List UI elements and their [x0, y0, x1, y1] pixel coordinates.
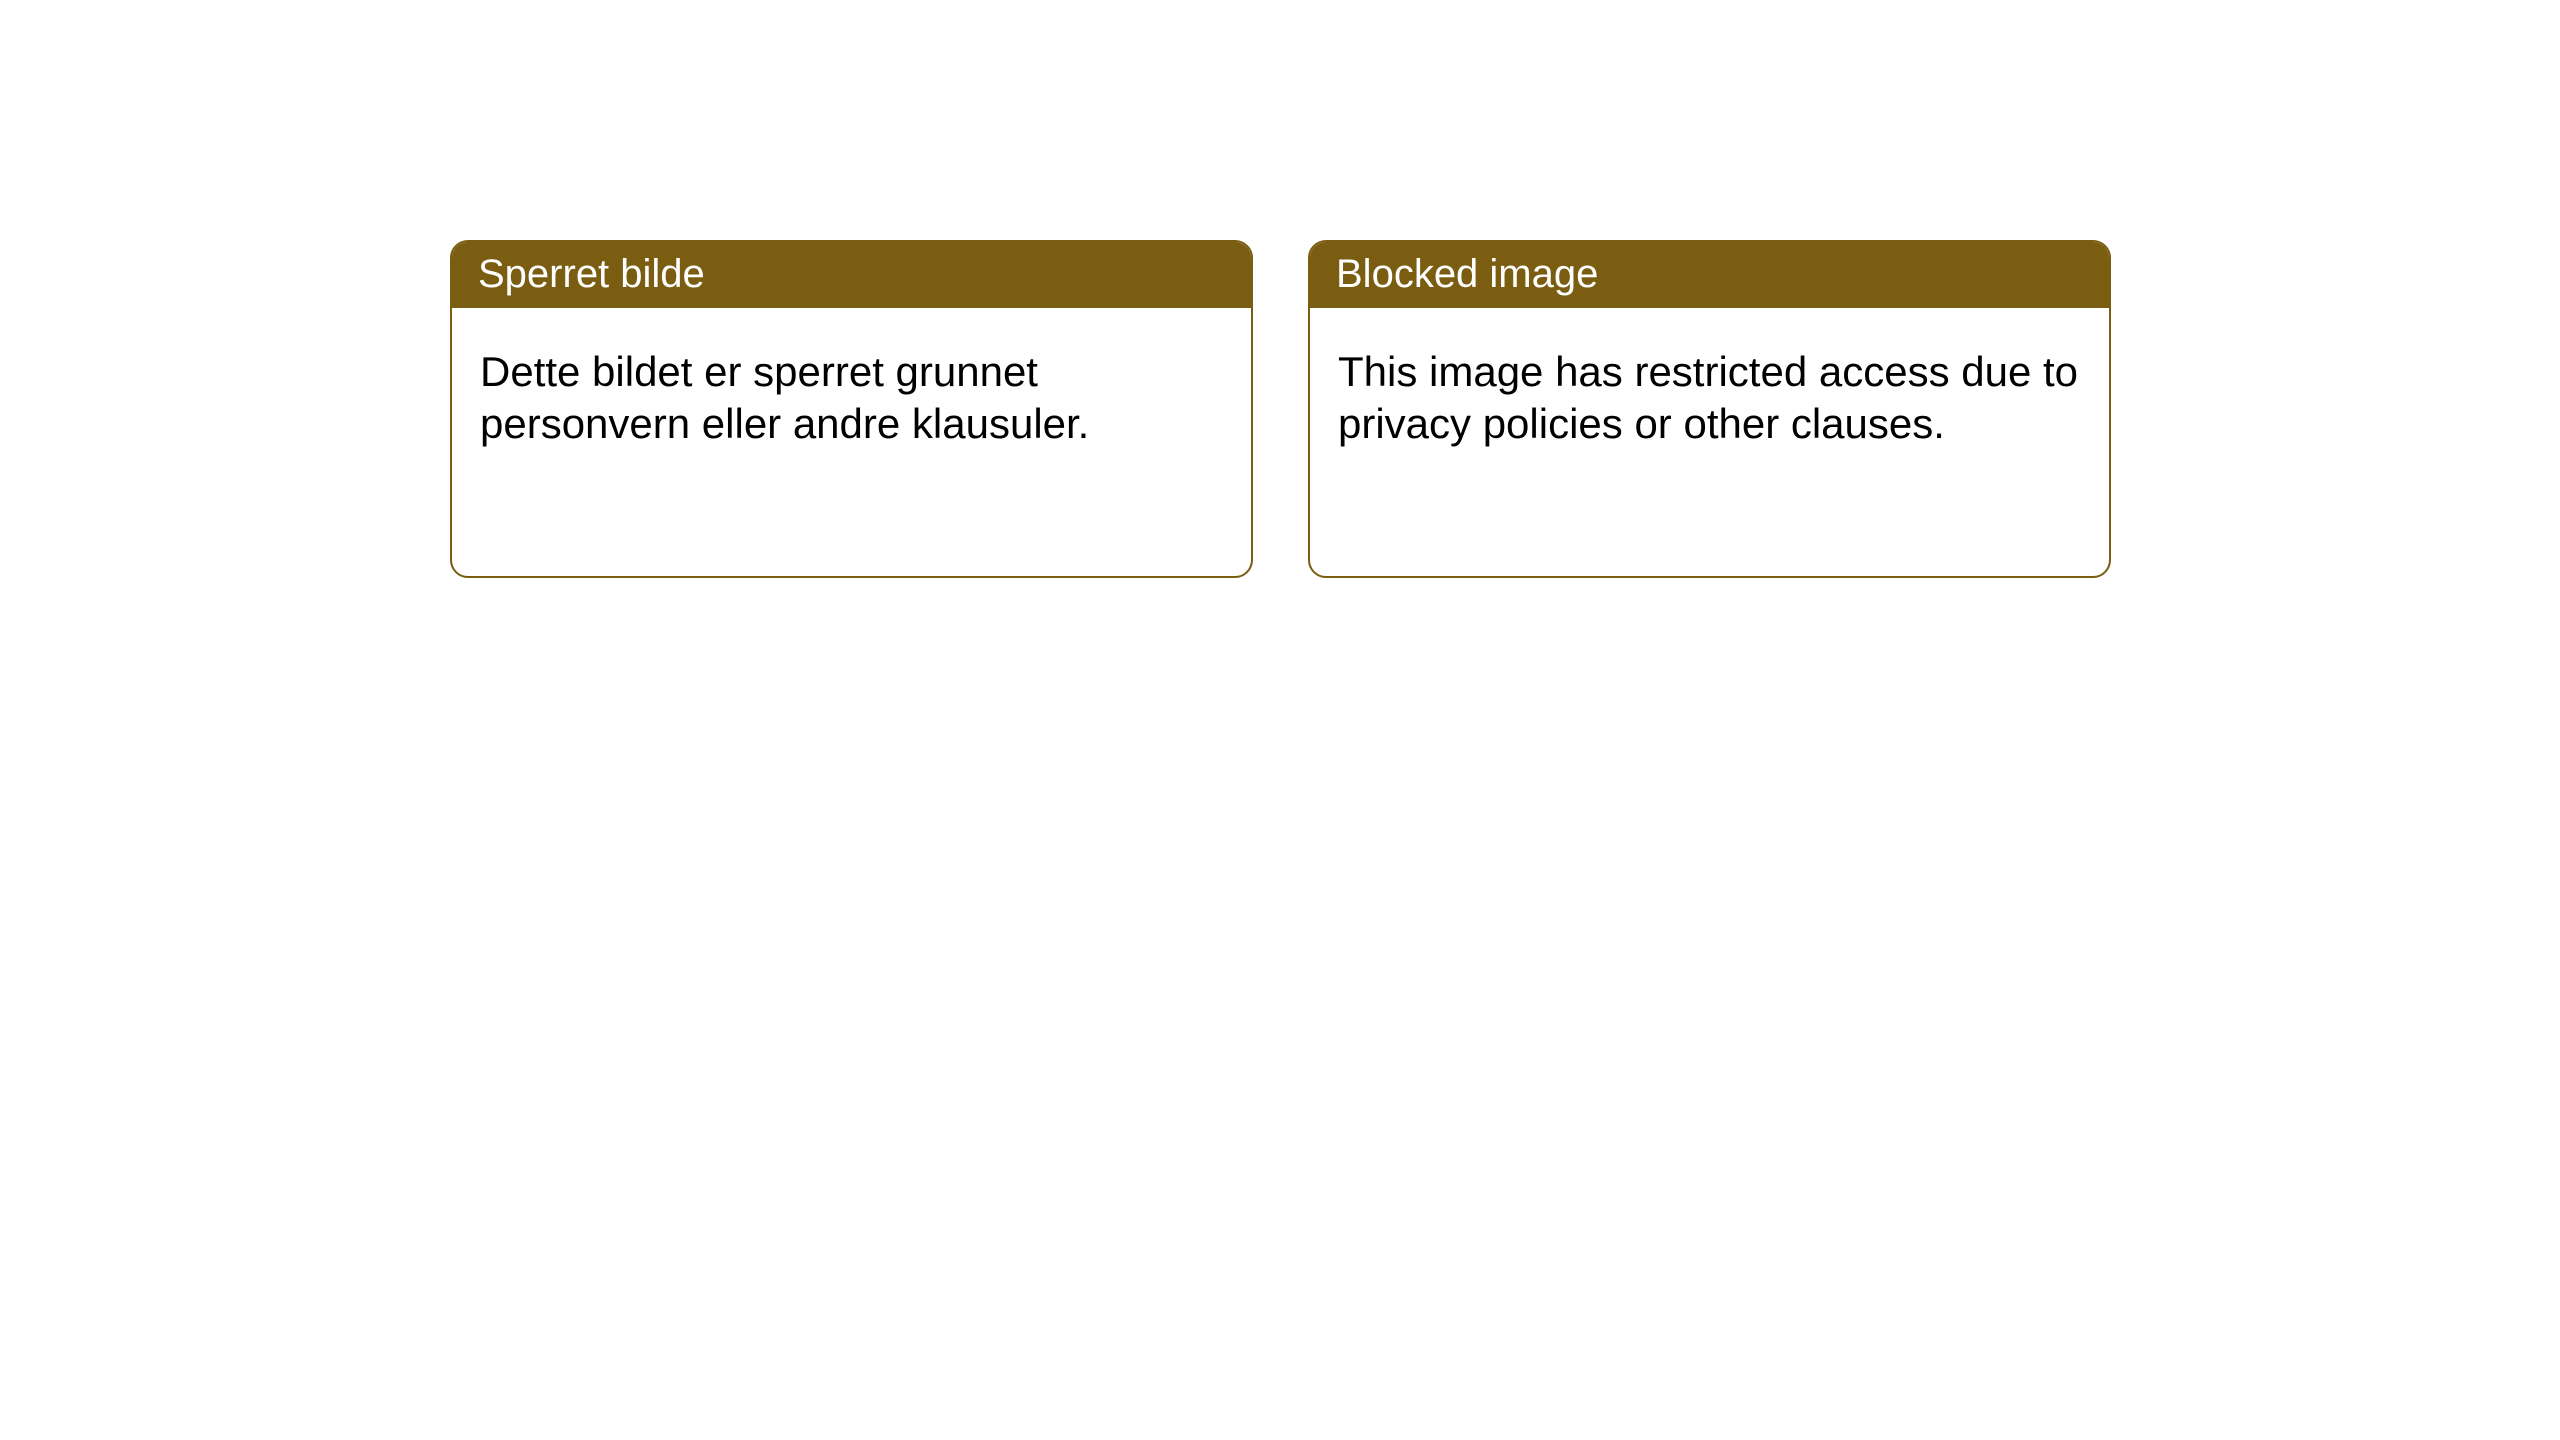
card-body-norwegian: Dette bildet er sperret grunnet personve…	[452, 308, 1251, 478]
notice-container: Sperret bilde Dette bildet er sperret gr…	[0, 0, 2560, 578]
blocked-image-card-english: Blocked image This image has restricted …	[1308, 240, 2111, 578]
card-header-english: Blocked image	[1310, 242, 2109, 308]
card-header-norwegian: Sperret bilde	[452, 242, 1251, 308]
blocked-image-card-norwegian: Sperret bilde Dette bildet er sperret gr…	[450, 240, 1253, 578]
card-body-english: This image has restricted access due to …	[1310, 308, 2109, 478]
